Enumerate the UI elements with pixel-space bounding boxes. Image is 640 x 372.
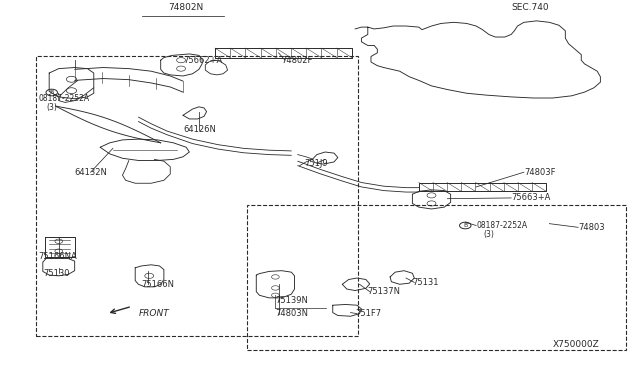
Bar	[36, 57, 358, 336]
Text: FRONT: FRONT	[138, 309, 169, 318]
Text: 74802N: 74802N	[168, 3, 204, 12]
Text: X750000Z: X750000Z	[552, 340, 599, 349]
Text: (3): (3)	[484, 230, 495, 239]
Text: 74802F: 74802F	[282, 56, 313, 65]
Text: 08187-2252A: 08187-2252A	[476, 221, 527, 230]
Text: SEC.740: SEC.740	[511, 3, 548, 12]
Bar	[246, 205, 626, 350]
Text: 751F7: 751F7	[355, 309, 381, 318]
Text: 75131: 75131	[412, 278, 439, 287]
Text: 74803: 74803	[578, 223, 605, 232]
Text: 751J9: 751J9	[304, 158, 328, 167]
Text: 75137N: 75137N	[368, 287, 401, 296]
Text: 75662+A: 75662+A	[183, 56, 222, 65]
Text: 74803N: 74803N	[275, 309, 308, 318]
Text: B: B	[463, 223, 467, 228]
Text: 75663+A: 75663+A	[511, 193, 550, 202]
Text: 75166NA: 75166NA	[38, 252, 77, 261]
Text: 75166N: 75166N	[141, 280, 175, 289]
Bar	[419, 183, 546, 191]
Text: B: B	[50, 90, 54, 95]
Text: 64126N: 64126N	[183, 125, 216, 134]
Bar	[215, 48, 352, 58]
Text: 75139N: 75139N	[275, 296, 308, 305]
Text: (3): (3)	[46, 103, 57, 112]
Text: 74803F: 74803F	[524, 168, 556, 177]
Text: 75130: 75130	[43, 269, 69, 278]
Text: 08187-2252A: 08187-2252A	[38, 94, 90, 103]
Text: 64132N: 64132N	[75, 168, 108, 177]
